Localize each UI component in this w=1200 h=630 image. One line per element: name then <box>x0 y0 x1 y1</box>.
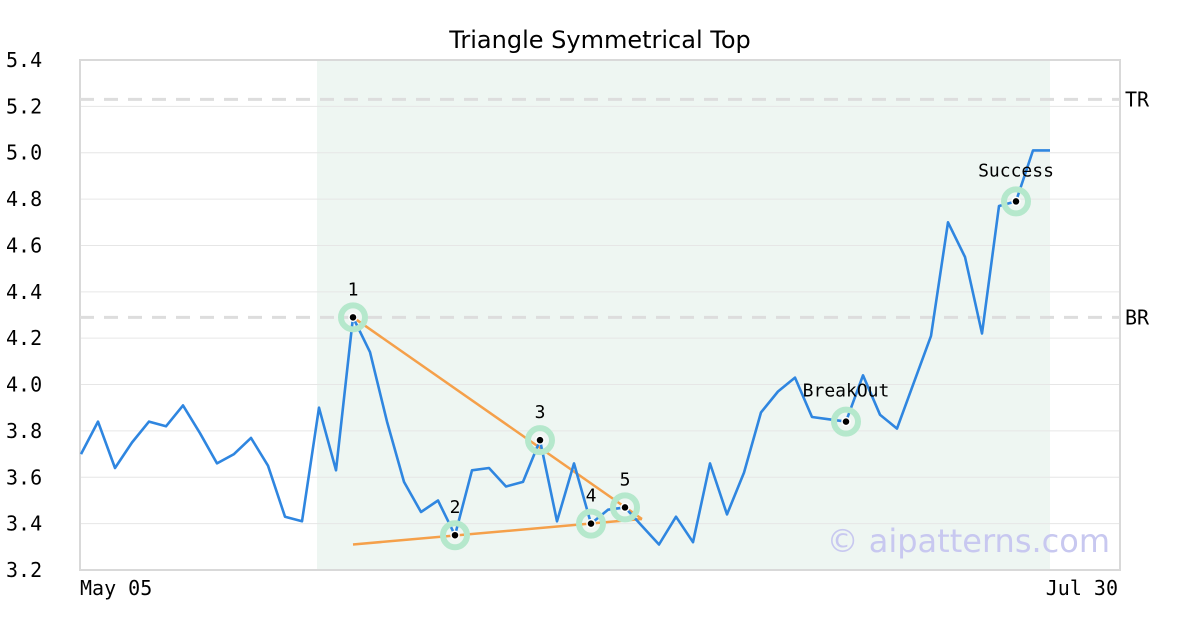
x-tick-label-end: Jul 30 <box>1046 576 1118 600</box>
annotation-label: BreakOut <box>803 381 890 402</box>
y-tick-label: 3.6 <box>6 465 42 489</box>
pattern-point-4-dot <box>586 518 596 529</box>
pattern-point-label: 5 <box>620 469 631 490</box>
watermark: © aipatterns.com <box>827 522 1110 560</box>
pattern-point-2-dot <box>450 530 460 540</box>
plot-frame <box>79 59 1121 571</box>
pattern-point-5-halo <box>610 492 640 523</box>
y-tick-label: 5.4 <box>6 48 42 72</box>
pattern-point-label: 4 <box>586 486 597 507</box>
y-tick-label: 5.2 <box>6 94 42 118</box>
reference-label-tr: TR <box>1125 87 1150 111</box>
annotation-success-halo <box>1001 186 1031 217</box>
y-tick-label: 4.6 <box>6 233 42 257</box>
plot-area: 5.4 5.2 5.0 4.8 4.6 4.4 4.2 4.0 3.8 3.6 3.4 3.2 TR BR… <box>6 48 1150 600</box>
pattern-point-label: 3 <box>535 402 546 423</box>
y-tick-label: 3.2 <box>6 558 42 582</box>
annotation-breakout-dot <box>841 416 851 427</box>
y-tick-label: 3.8 <box>6 419 42 443</box>
y-tick-label: 5.0 <box>6 141 42 165</box>
pattern-point-3-dot <box>535 435 545 445</box>
x-tick-label-start: May 05 <box>80 576 152 600</box>
highlight-region <box>317 60 1050 570</box>
y-tick-label: 4.2 <box>6 326 42 350</box>
pattern-point-5-dot <box>620 502 630 513</box>
pattern-point-4-halo <box>576 508 606 539</box>
pattern-point-3-halo <box>525 425 555 456</box>
reference-label-br: BR <box>1125 305 1150 329</box>
pattern-point-label: 1 <box>348 279 359 300</box>
pattern-point-1-halo <box>338 302 368 333</box>
y-tick-label: 4.8 <box>6 187 42 211</box>
y-tick-label: 4.0 <box>6 373 42 397</box>
chart-title: Triangle Symmetrical Top <box>448 26 751 54</box>
price-series-line <box>79 149 1050 546</box>
annotation-success-dot <box>1011 196 1021 207</box>
y-tick-label: 3.4 <box>6 512 42 536</box>
y-tick-label: 4.4 <box>6 280 42 304</box>
annotation-breakout-halo <box>831 406 861 437</box>
annotation-label: Success <box>978 160 1054 181</box>
pattern-point-2-halo <box>440 520 470 551</box>
pattern-point-1-dot <box>348 312 358 323</box>
pattern-point-label: 2 <box>450 497 461 518</box>
trend-line <box>352 316 643 521</box>
